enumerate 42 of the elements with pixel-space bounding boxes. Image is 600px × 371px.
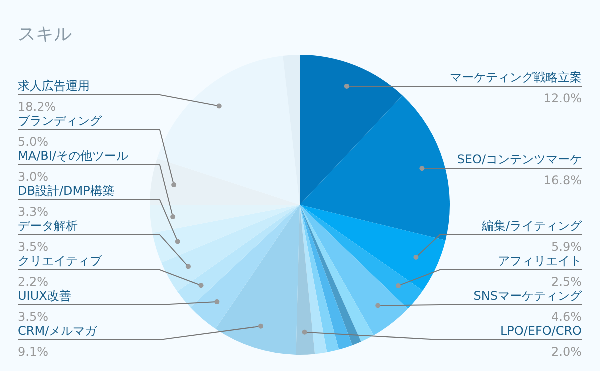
slice-label: LPO/EFO/CRO bbox=[500, 324, 582, 338]
pie-slice bbox=[300, 205, 408, 336]
data-label: 5.0% bbox=[18, 135, 48, 149]
chart-title: スキル bbox=[18, 24, 72, 45]
slice-label: クリエイティブ bbox=[18, 254, 103, 268]
pie-slice bbox=[300, 205, 423, 310]
slice-label: 編集/ライティング bbox=[480, 219, 583, 233]
pie-slice bbox=[300, 205, 353, 350]
pie-slice bbox=[300, 205, 446, 291]
slice-label: MA/BI/その他ツール bbox=[18, 149, 128, 163]
pie-slice bbox=[300, 205, 340, 353]
pie-slice bbox=[300, 205, 362, 346]
data-label: 12.0% bbox=[544, 91, 582, 106]
slice-label: 求人広告運用 bbox=[18, 79, 90, 93]
data-label: 18.2% bbox=[18, 100, 56, 114]
pie-slice bbox=[300, 205, 328, 354]
pie-slice bbox=[178, 205, 300, 308]
data-label: 3.3% bbox=[18, 205, 48, 219]
data-label: 5.9% bbox=[552, 240, 582, 254]
slice-label: SEO/コンテンツマーケ bbox=[457, 152, 582, 167]
pie-slice bbox=[300, 96, 450, 240]
pie-slice bbox=[296, 205, 316, 355]
slice-label: DB設計/DMP構築 bbox=[18, 184, 114, 198]
data-label: 2.0% bbox=[552, 345, 582, 359]
pie-slice bbox=[152, 205, 300, 263]
slice-label: CRM/メルマガ bbox=[18, 324, 98, 338]
slice-label: SNSマーケティング bbox=[474, 289, 583, 303]
data-label: 3.5% bbox=[18, 310, 48, 324]
data-label: 2.2% bbox=[18, 275, 48, 289]
data-label: 3.5% bbox=[18, 240, 48, 254]
slice-label: UIUX改善 bbox=[18, 289, 72, 303]
data-label: 2.5% bbox=[552, 275, 582, 289]
pie-slice bbox=[300, 55, 403, 205]
slice-label: アフィリエイト bbox=[498, 254, 582, 268]
pie-slice bbox=[162, 205, 300, 292]
slice-label: データ解析 bbox=[18, 219, 78, 233]
slice-label: マーケティング戦略立案 bbox=[450, 70, 582, 84]
data-label: 4.6% bbox=[552, 310, 582, 324]
data-label: 9.1% bbox=[18, 345, 48, 359]
data-label: 16.8% bbox=[544, 174, 582, 188]
data-label: 3.0% bbox=[18, 170, 48, 184]
slice-label: ブランディング bbox=[18, 114, 103, 128]
